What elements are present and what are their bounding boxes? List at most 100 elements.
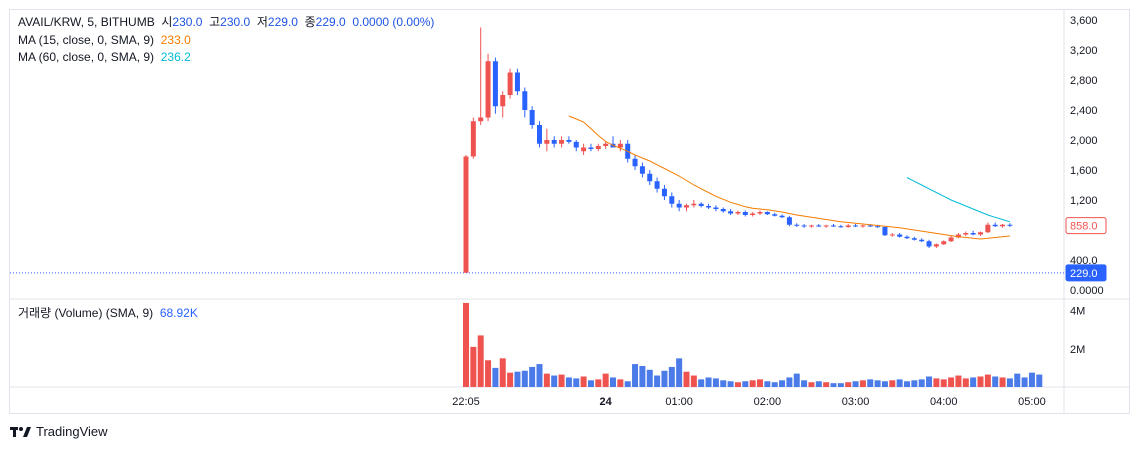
price-tick-label: 2,400 (1070, 105, 1098, 117)
candle-body (897, 234, 903, 237)
candle-body (794, 224, 800, 226)
price-tick-label: 3,600 (1070, 15, 1098, 27)
volume-bar (1036, 374, 1043, 387)
close-label: 종 (304, 15, 316, 29)
symbol-label: AVAIL/KRW, 5, BITHUMB (18, 15, 155, 29)
volume-bar (661, 370, 668, 387)
candle-body (492, 61, 498, 107)
candle-body (654, 181, 660, 189)
volume-bar (587, 380, 594, 387)
open-label: 시 (161, 15, 173, 29)
ma15-value: 233.0 (160, 33, 191, 47)
candle-body (831, 225, 836, 227)
volume-bar (698, 379, 705, 387)
candle-body (559, 140, 565, 144)
volume-bar (815, 381, 822, 387)
high-value: 230.0 (220, 15, 251, 29)
volume-bar (492, 367, 499, 387)
time-tick-label: 05:00 (1018, 396, 1046, 408)
volume-bar (984, 374, 991, 387)
volume-bar (1021, 377, 1028, 387)
volume-bar (565, 377, 572, 387)
volume-bar (940, 379, 947, 387)
volume-bar (499, 358, 506, 387)
tradingview-brand[interactable]: TradingView (10, 424, 108, 439)
time-tick-label: 04:00 (930, 396, 958, 408)
volume-bar (551, 375, 558, 387)
volume-bar (786, 377, 793, 387)
volume-bar (801, 380, 808, 387)
last-price-badge-box (1065, 217, 1107, 235)
volume-tick-label: 2M (1070, 344, 1085, 356)
ma60-value: 236.2 (160, 50, 191, 64)
volume-bar (573, 378, 580, 387)
volume-bar (1028, 372, 1035, 387)
candle-body (595, 146, 601, 149)
candle-body (551, 140, 557, 144)
volume-bar (757, 379, 763, 387)
candle-body (500, 95, 506, 107)
candle-body (992, 224, 998, 227)
volume-bar (654, 375, 661, 387)
candle-body (522, 91, 528, 110)
volume-bar (602, 373, 609, 387)
volume-bar (507, 372, 514, 387)
time-tick-label: 22:05 (452, 396, 480, 408)
close-value: 229.0 (315, 15, 346, 29)
volume-bar (514, 371, 521, 387)
volume-bar (918, 379, 925, 387)
volume-bar (521, 370, 528, 387)
candle-body (603, 143, 609, 146)
volume-bar (793, 373, 800, 387)
price-tick-label: 2,000 (1070, 135, 1098, 147)
candle-body (735, 212, 741, 214)
candle-body (882, 227, 888, 236)
candle-body (875, 226, 881, 228)
volume-bar (610, 377, 616, 387)
candle-body (617, 143, 623, 148)
candle-body (786, 217, 792, 225)
candle-body (485, 61, 491, 118)
volume-bar (911, 380, 918, 387)
candle-body (676, 203, 682, 208)
volume-bar (580, 376, 587, 387)
candle-body (955, 234, 961, 238)
volume-tick-label: 4M (1070, 306, 1085, 318)
volume-bar (867, 379, 874, 387)
volume-label: 거래량 (Volume) (SMA, 9) (18, 306, 154, 320)
candle-body (764, 212, 770, 215)
candle-body (1007, 224, 1013, 226)
volume-bar (485, 360, 492, 387)
candle-body (970, 233, 976, 235)
volume-bar (779, 380, 786, 387)
legend-volume-row: 거래량 (Volume) (SMA, 9) 68.92K (18, 305, 198, 322)
volume-bar (926, 376, 933, 387)
tradingview-logo-icon (10, 426, 31, 437)
candle-body (514, 72, 520, 92)
candle-body (463, 156, 469, 273)
candle-body (911, 238, 917, 240)
candle-body (933, 244, 939, 247)
candle-body (728, 211, 734, 214)
volume-bar (470, 346, 477, 387)
price-tick-label: 1,600 (1070, 165, 1098, 177)
change-value: 0.0000 (0.00%) (352, 15, 435, 29)
volume-bar (558, 374, 565, 387)
volume-bar (881, 381, 888, 387)
candle-body (963, 233, 969, 235)
candle-body (750, 213, 756, 215)
volume-bar (896, 379, 903, 387)
volume-bar (904, 381, 910, 387)
candle-body (853, 225, 859, 227)
time-tick-label: 01:00 (665, 396, 693, 408)
volume-bar (543, 373, 550, 387)
volume-bar (617, 379, 624, 387)
candle-body (529, 110, 535, 125)
volume-bar (536, 364, 543, 387)
low-label: 저 (256, 15, 268, 29)
candle-body (779, 215, 785, 218)
volume-bar (808, 382, 815, 387)
candle-body (669, 196, 675, 204)
candle-body (948, 237, 954, 242)
